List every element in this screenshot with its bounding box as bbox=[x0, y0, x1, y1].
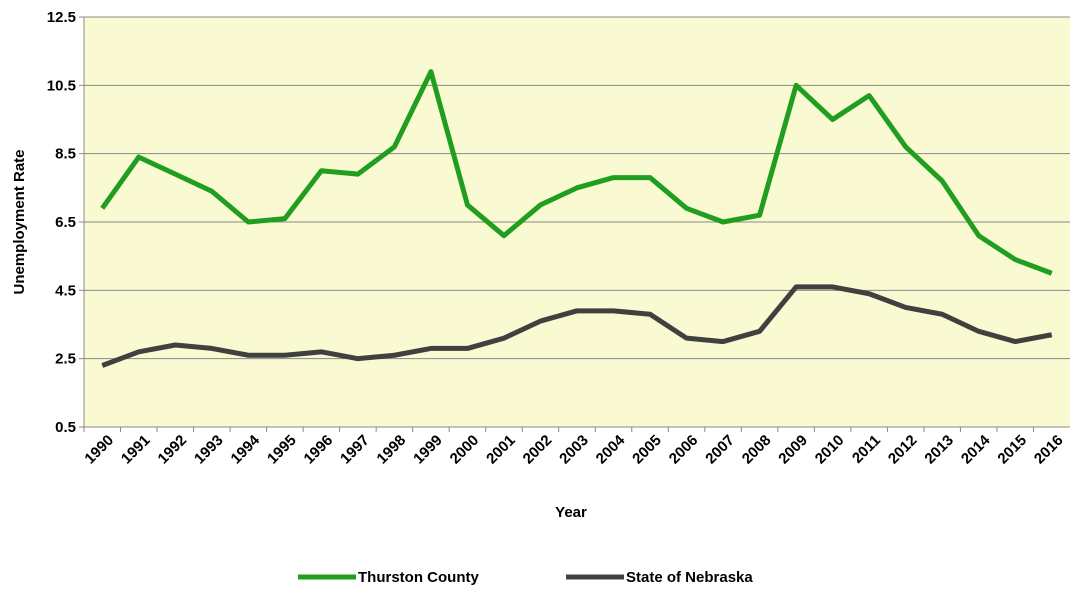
x-tick-label: 1994 bbox=[228, 431, 264, 467]
series-line bbox=[100, 69, 1053, 276]
x-tick-label: 2004 bbox=[593, 431, 629, 467]
x-tick-label: 2013 bbox=[921, 432, 957, 468]
x-tick-label: 1996 bbox=[301, 432, 337, 468]
x-tick-label: 1995 bbox=[264, 432, 300, 468]
y-tick-label: 4.5 bbox=[55, 282, 76, 299]
y-tick-label: 6.5 bbox=[55, 214, 76, 231]
series-line bbox=[101, 284, 1053, 368]
x-tick-label: 2002 bbox=[520, 432, 556, 468]
x-tick-label: 1993 bbox=[191, 432, 227, 468]
y-tick-label: 12.5 bbox=[47, 9, 76, 26]
x-tick-label: 2001 bbox=[483, 432, 519, 468]
x-tick-label: 1990 bbox=[81, 432, 117, 468]
x-tick-label: 2015 bbox=[994, 432, 1030, 468]
y-tick-label: 2.5 bbox=[55, 351, 76, 368]
legend-label: Thurston County bbox=[358, 569, 479, 586]
x-tick-label: 2010 bbox=[812, 432, 848, 468]
x-tick-label: 2003 bbox=[556, 432, 592, 468]
x-tick-label: 1999 bbox=[410, 432, 446, 468]
x-tick-label: 2006 bbox=[666, 432, 702, 468]
x-tick-label: 2016 bbox=[1031, 432, 1067, 468]
x-tick-label: 1998 bbox=[374, 432, 410, 468]
x-tick-label: 1992 bbox=[155, 432, 191, 468]
y-axis-label: Unemployment Rate bbox=[11, 149, 28, 294]
x-tick-label: 2011 bbox=[849, 432, 884, 467]
y-tick-label: 8.5 bbox=[55, 146, 76, 163]
legend-label: State of Nebraska bbox=[626, 569, 753, 586]
y-tick-label: 10.5 bbox=[47, 77, 76, 94]
x-tick-label: 2000 bbox=[447, 432, 483, 468]
x-tick-label: 1991 bbox=[118, 432, 154, 468]
x-axis-label: Year bbox=[555, 504, 587, 521]
y-tick-label: 0.5 bbox=[55, 419, 76, 436]
x-tick-label: 2012 bbox=[885, 432, 921, 468]
x-tick-label: 2008 bbox=[739, 432, 775, 468]
x-tick-label: 2007 bbox=[702, 432, 738, 468]
x-tick-label: 2009 bbox=[775, 432, 811, 468]
x-tick-label: 1997 bbox=[337, 432, 373, 468]
x-tick-label: 2014 bbox=[958, 431, 994, 467]
x-tick-label: 2005 bbox=[629, 432, 665, 468]
